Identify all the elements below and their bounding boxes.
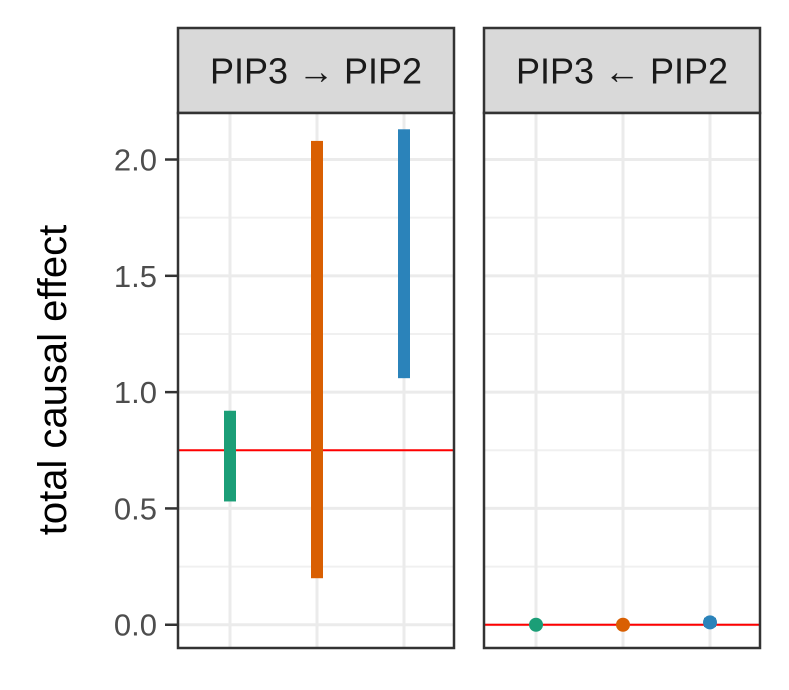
interval-bar — [224, 410, 236, 502]
interval-point — [529, 617, 543, 632]
y-tick-label: 1.0 — [114, 375, 157, 410]
y-axis-title: total causal effect — [31, 225, 75, 536]
interval-bar — [311, 140, 323, 579]
y-tick-label: 1.5 — [114, 259, 157, 294]
facet-strip — [176, 26, 456, 115]
facet-panel: PIP3 → PIP2 — [176, 26, 456, 650]
panel-border — [176, 111, 456, 650]
y-tick-label: 2.0 — [114, 143, 157, 178]
y-axis-ticks: 0.0 0.5 1.0 1.5 2.0 — [114, 143, 178, 643]
interval-point — [616, 617, 630, 632]
facet-panels: PIP3 → PIP2 PIP3 ← PIP2 — [176, 26, 762, 650]
interval-bar — [398, 129, 410, 379]
facet-strip-label: PIP3 → PIP2 — [210, 51, 422, 92]
y-tick-label: 0.5 — [114, 491, 157, 526]
interval-point — [703, 615, 717, 630]
facet-panel: PIP3 ← PIP2 — [482, 26, 762, 650]
panel-border — [482, 111, 762, 650]
y-tick-label: 0.0 — [114, 608, 157, 643]
facet-strip — [482, 26, 762, 115]
facet-strip-label: PIP3 ← PIP2 — [516, 51, 728, 92]
